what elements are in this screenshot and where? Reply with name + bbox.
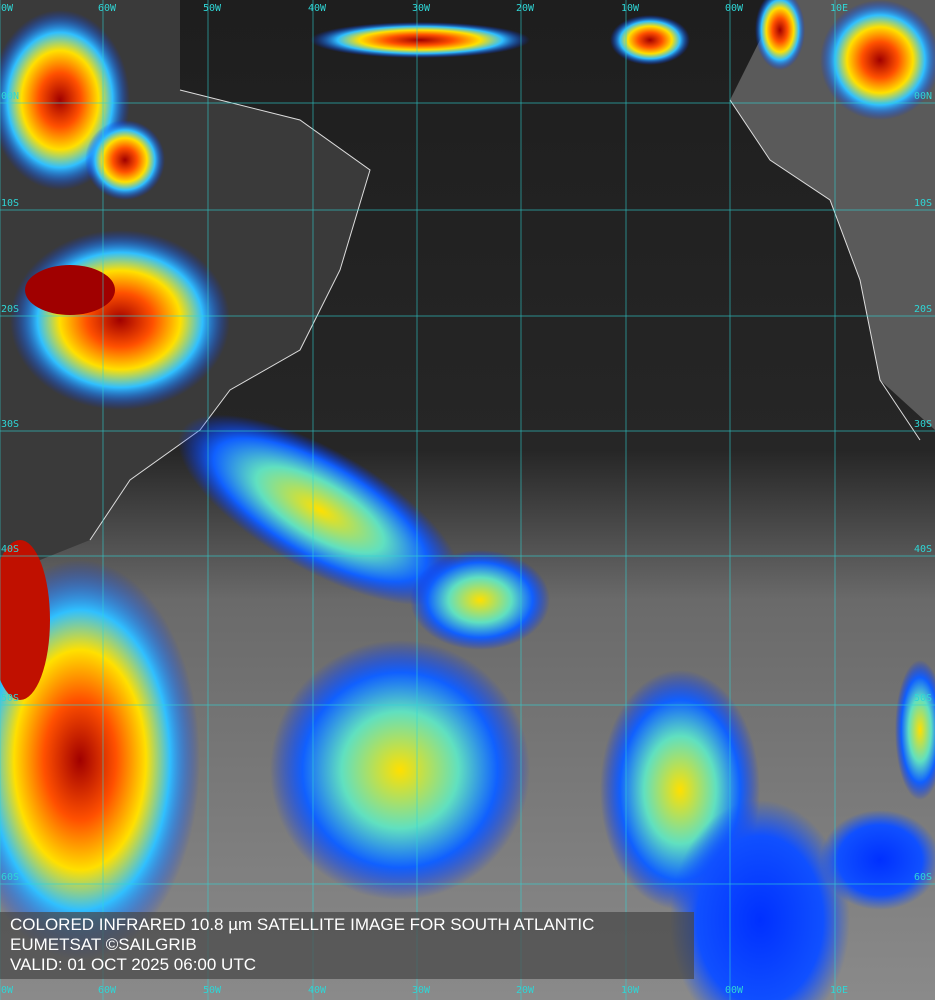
longitude-label-bottom: 30W [412, 985, 431, 996]
longitude-label-top: 30W [412, 3, 431, 14]
latitude-label-left: 40S [1, 544, 20, 555]
longitude-label-bottom: 50W [203, 985, 222, 996]
latitude-label-left: 20S [1, 304, 20, 315]
longitude-label-top: 60W [98, 3, 117, 14]
longitude-label-top: 20W [516, 3, 535, 14]
image-caption: COLORED INFRARED 10.8 µm SATELLITE IMAGE… [0, 912, 694, 979]
latitude-label-left: 60S [1, 872, 20, 883]
caption-source: EUMETSAT ©SAILGRIB [10, 935, 197, 954]
longitude-label-bottom: 40W [308, 985, 327, 996]
latitude-label-left: 30S [1, 419, 20, 430]
longitude-label-bottom: 60W [98, 985, 117, 996]
latitude-label-right: 30S [914, 419, 933, 430]
longitude-label-top: 40W [308, 3, 327, 14]
longitude-label-top: 70W [0, 3, 14, 14]
latitude-label-left: 00N [1, 91, 20, 102]
latitude-label-right: 00N [914, 91, 933, 102]
longitude-label-top: 10W [621, 3, 640, 14]
latitude-label-left: 10S [1, 198, 20, 209]
caption-title: COLORED INFRARED 10.8 µm SATELLITE IMAGE… [10, 915, 595, 934]
longitude-label-top: 00W [725, 3, 744, 14]
longitude-label-bottom: 00W [725, 985, 744, 996]
latitude-label-left: 50S [1, 693, 20, 704]
latitude-label-right: 20S [914, 304, 933, 315]
longitude-label-bottom: 10W [621, 985, 640, 996]
longitude-label-bottom: 20W [516, 985, 535, 996]
latitude-label-right: 10S [914, 198, 933, 209]
longitude-label-top: 50W [203, 3, 222, 14]
latitude-label-right: 40S [914, 544, 933, 555]
longitude-label-bottom: 10E [830, 985, 849, 996]
caption-valid-time: VALID: 01 OCT 2025 06:00 UTC [10, 955, 256, 974]
longitude-label-bottom: 70W [0, 985, 14, 996]
longitude-label-top: 10E [830, 3, 849, 14]
latitude-label-right: 60S [914, 872, 933, 883]
latitude-label-right: 50S [914, 693, 933, 704]
